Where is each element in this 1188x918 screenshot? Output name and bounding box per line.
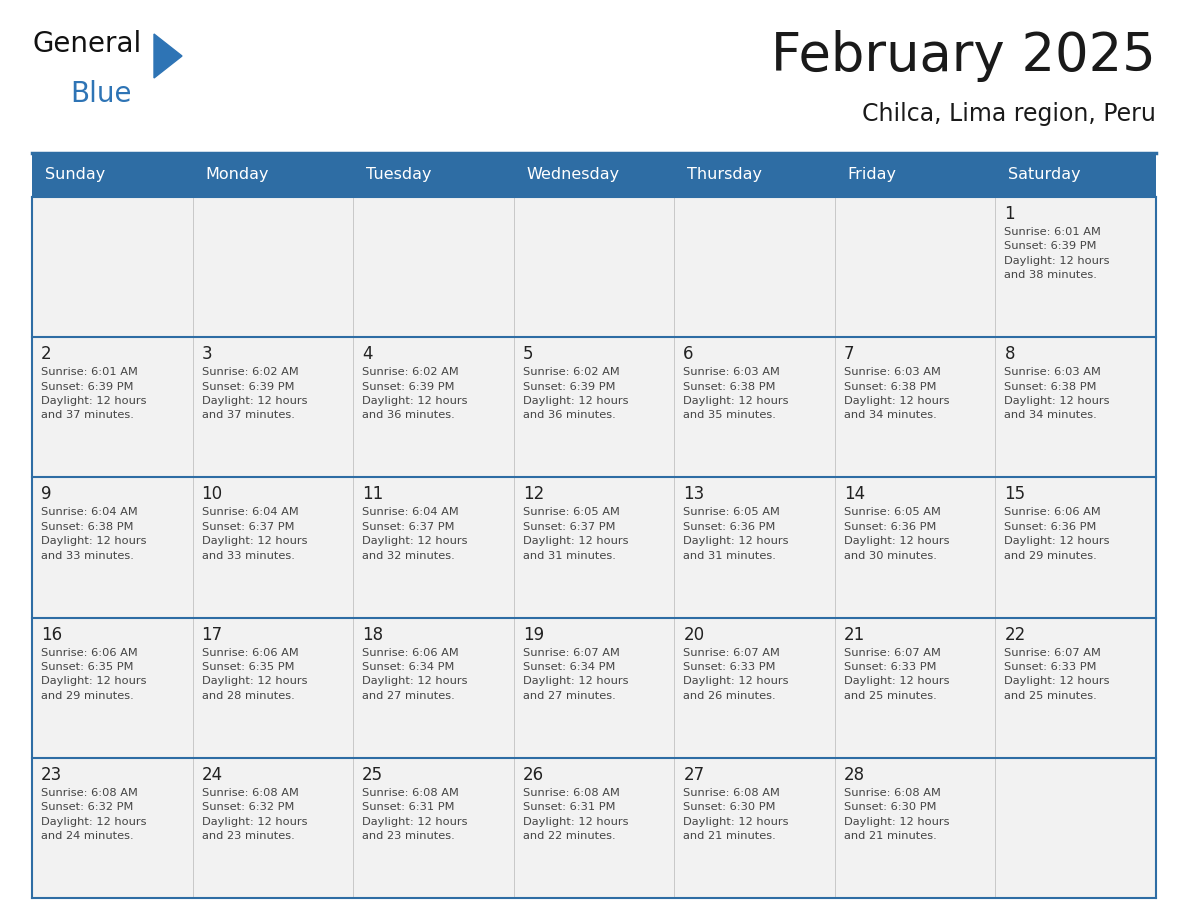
Bar <box>32 197 1156 337</box>
Text: 24: 24 <box>202 766 222 784</box>
Text: Sunrise: 6:05 AM
Sunset: 6:36 PM
Daylight: 12 hours
and 31 minutes.: Sunrise: 6:05 AM Sunset: 6:36 PM Dayligh… <box>683 508 789 561</box>
Text: Sunrise: 6:06 AM
Sunset: 6:35 PM
Daylight: 12 hours
and 28 minutes.: Sunrise: 6:06 AM Sunset: 6:35 PM Dayligh… <box>202 647 307 700</box>
Bar <box>32 477 1156 618</box>
Text: Blue: Blue <box>70 80 132 108</box>
Text: 6: 6 <box>683 345 694 364</box>
Text: 15: 15 <box>1004 486 1025 503</box>
Text: Tuesday: Tuesday <box>366 167 431 183</box>
Text: General: General <box>32 30 141 58</box>
Text: 23: 23 <box>42 766 62 784</box>
Text: 14: 14 <box>843 486 865 503</box>
Text: Sunrise: 6:05 AM
Sunset: 6:37 PM
Daylight: 12 hours
and 31 minutes.: Sunrise: 6:05 AM Sunset: 6:37 PM Dayligh… <box>523 508 628 561</box>
Text: 16: 16 <box>42 625 62 644</box>
Text: Sunrise: 6:08 AM
Sunset: 6:30 PM
Daylight: 12 hours
and 21 minutes.: Sunrise: 6:08 AM Sunset: 6:30 PM Dayligh… <box>683 788 789 841</box>
Text: Sunrise: 6:04 AM
Sunset: 6:37 PM
Daylight: 12 hours
and 33 minutes.: Sunrise: 6:04 AM Sunset: 6:37 PM Dayligh… <box>202 508 307 561</box>
Text: Sunrise: 6:03 AM
Sunset: 6:38 PM
Daylight: 12 hours
and 35 minutes.: Sunrise: 6:03 AM Sunset: 6:38 PM Dayligh… <box>683 367 789 420</box>
Text: Monday: Monday <box>206 167 268 183</box>
Text: Sunrise: 6:02 AM
Sunset: 6:39 PM
Daylight: 12 hours
and 36 minutes.: Sunrise: 6:02 AM Sunset: 6:39 PM Dayligh… <box>523 367 628 420</box>
Text: Sunrise: 6:03 AM
Sunset: 6:38 PM
Daylight: 12 hours
and 34 minutes.: Sunrise: 6:03 AM Sunset: 6:38 PM Dayligh… <box>843 367 949 420</box>
Text: Sunrise: 6:04 AM
Sunset: 6:38 PM
Daylight: 12 hours
and 33 minutes.: Sunrise: 6:04 AM Sunset: 6:38 PM Dayligh… <box>42 508 146 561</box>
Text: 18: 18 <box>362 625 384 644</box>
Text: Sunrise: 6:06 AM
Sunset: 6:34 PM
Daylight: 12 hours
and 27 minutes.: Sunrise: 6:06 AM Sunset: 6:34 PM Dayligh… <box>362 647 468 700</box>
Bar <box>32 757 1156 898</box>
Text: 11: 11 <box>362 486 384 503</box>
Text: 12: 12 <box>523 486 544 503</box>
Text: February 2025: February 2025 <box>771 30 1156 82</box>
Text: Sunrise: 6:08 AM
Sunset: 6:30 PM
Daylight: 12 hours
and 21 minutes.: Sunrise: 6:08 AM Sunset: 6:30 PM Dayligh… <box>843 788 949 841</box>
Text: 19: 19 <box>523 625 544 644</box>
Text: 10: 10 <box>202 486 222 503</box>
Text: Wednesday: Wednesday <box>526 167 620 183</box>
Text: 17: 17 <box>202 625 222 644</box>
Text: Sunrise: 6:02 AM
Sunset: 6:39 PM
Daylight: 12 hours
and 36 minutes.: Sunrise: 6:02 AM Sunset: 6:39 PM Dayligh… <box>362 367 468 420</box>
Text: Thursday: Thursday <box>688 167 763 183</box>
Text: Chilca, Lima region, Peru: Chilca, Lima region, Peru <box>862 102 1156 126</box>
Text: Sunrise: 6:07 AM
Sunset: 6:33 PM
Daylight: 12 hours
and 26 minutes.: Sunrise: 6:07 AM Sunset: 6:33 PM Dayligh… <box>683 647 789 700</box>
Text: 4: 4 <box>362 345 373 364</box>
Text: Sunrise: 6:08 AM
Sunset: 6:32 PM
Daylight: 12 hours
and 23 minutes.: Sunrise: 6:08 AM Sunset: 6:32 PM Dayligh… <box>202 788 307 841</box>
Text: 20: 20 <box>683 625 704 644</box>
Text: Sunrise: 6:07 AM
Sunset: 6:33 PM
Daylight: 12 hours
and 25 minutes.: Sunrise: 6:07 AM Sunset: 6:33 PM Dayligh… <box>1004 647 1110 700</box>
Text: 7: 7 <box>843 345 854 364</box>
Text: 13: 13 <box>683 486 704 503</box>
Text: Sunrise: 6:01 AM
Sunset: 6:39 PM
Daylight: 12 hours
and 38 minutes.: Sunrise: 6:01 AM Sunset: 6:39 PM Dayligh… <box>1004 227 1110 280</box>
Text: Sunrise: 6:04 AM
Sunset: 6:37 PM
Daylight: 12 hours
and 32 minutes.: Sunrise: 6:04 AM Sunset: 6:37 PM Dayligh… <box>362 508 468 561</box>
Text: Sunrise: 6:07 AM
Sunset: 6:34 PM
Daylight: 12 hours
and 27 minutes.: Sunrise: 6:07 AM Sunset: 6:34 PM Dayligh… <box>523 647 628 700</box>
Text: 1: 1 <box>1004 205 1015 223</box>
Text: Sunrise: 6:08 AM
Sunset: 6:31 PM
Daylight: 12 hours
and 22 minutes.: Sunrise: 6:08 AM Sunset: 6:31 PM Dayligh… <box>523 788 628 841</box>
Text: Sunrise: 6:02 AM
Sunset: 6:39 PM
Daylight: 12 hours
and 37 minutes.: Sunrise: 6:02 AM Sunset: 6:39 PM Dayligh… <box>202 367 307 420</box>
Text: Sunrise: 6:08 AM
Sunset: 6:31 PM
Daylight: 12 hours
and 23 minutes.: Sunrise: 6:08 AM Sunset: 6:31 PM Dayligh… <box>362 788 468 841</box>
Text: 25: 25 <box>362 766 384 784</box>
Text: Sunrise: 6:07 AM
Sunset: 6:33 PM
Daylight: 12 hours
and 25 minutes.: Sunrise: 6:07 AM Sunset: 6:33 PM Dayligh… <box>843 647 949 700</box>
Text: 3: 3 <box>202 345 213 364</box>
Text: 22: 22 <box>1004 625 1025 644</box>
Text: 2: 2 <box>42 345 51 364</box>
Text: Sunrise: 6:06 AM
Sunset: 6:35 PM
Daylight: 12 hours
and 29 minutes.: Sunrise: 6:06 AM Sunset: 6:35 PM Dayligh… <box>42 647 146 700</box>
Bar <box>32 153 1156 197</box>
Text: 21: 21 <box>843 625 865 644</box>
Text: Sunday: Sunday <box>45 167 106 183</box>
Text: Sunrise: 6:06 AM
Sunset: 6:36 PM
Daylight: 12 hours
and 29 minutes.: Sunrise: 6:06 AM Sunset: 6:36 PM Dayligh… <box>1004 508 1110 561</box>
Text: 8: 8 <box>1004 345 1015 364</box>
Text: Sunrise: 6:05 AM
Sunset: 6:36 PM
Daylight: 12 hours
and 30 minutes.: Sunrise: 6:05 AM Sunset: 6:36 PM Dayligh… <box>843 508 949 561</box>
Text: Saturday: Saturday <box>1009 167 1081 183</box>
Text: 27: 27 <box>683 766 704 784</box>
Text: Friday: Friday <box>848 167 897 183</box>
Text: Sunrise: 6:01 AM
Sunset: 6:39 PM
Daylight: 12 hours
and 37 minutes.: Sunrise: 6:01 AM Sunset: 6:39 PM Dayligh… <box>42 367 146 420</box>
Bar <box>32 618 1156 757</box>
Text: 26: 26 <box>523 766 544 784</box>
Text: Sunrise: 6:03 AM
Sunset: 6:38 PM
Daylight: 12 hours
and 34 minutes.: Sunrise: 6:03 AM Sunset: 6:38 PM Dayligh… <box>1004 367 1110 420</box>
Bar <box>32 337 1156 477</box>
Text: 28: 28 <box>843 766 865 784</box>
Text: 5: 5 <box>523 345 533 364</box>
Text: Sunrise: 6:08 AM
Sunset: 6:32 PM
Daylight: 12 hours
and 24 minutes.: Sunrise: 6:08 AM Sunset: 6:32 PM Dayligh… <box>42 788 146 841</box>
Text: 9: 9 <box>42 486 51 503</box>
Polygon shape <box>154 34 182 78</box>
